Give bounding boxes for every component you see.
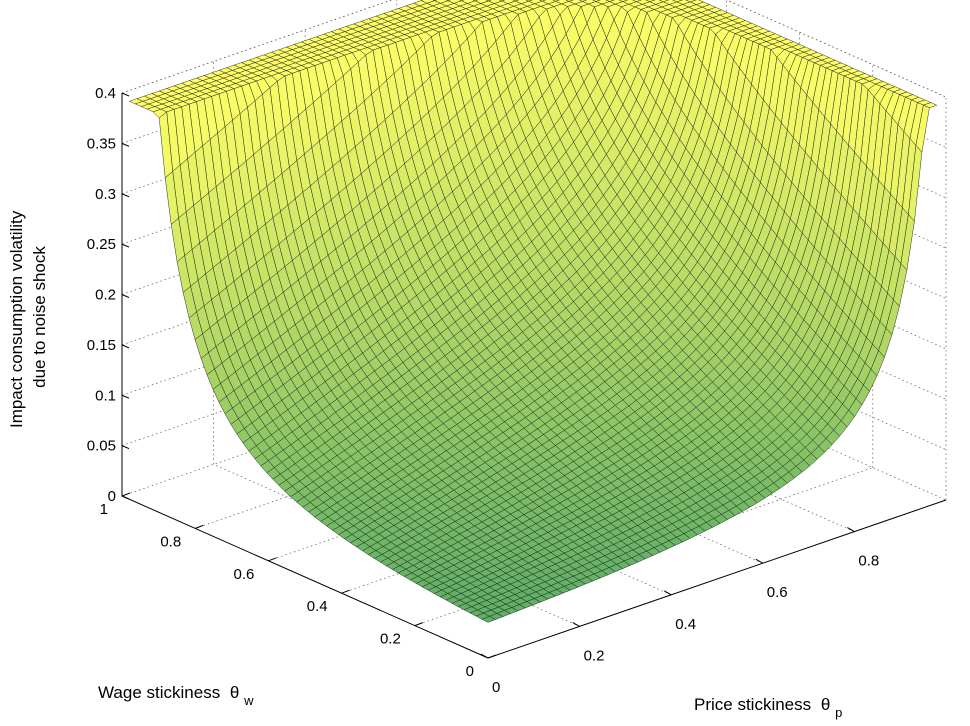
x-axis-label-symbol: θ (821, 695, 830, 714)
z-tick-mark (121, 445, 130, 450)
x-tick-mark (572, 621, 580, 627)
z-tick-mark (121, 92, 130, 97)
y-tick-label: 0.4 (307, 598, 328, 615)
z-axis-label-line1: Impact consumption volatility (7, 210, 26, 428)
z-tick-label: 0.05 (87, 438, 116, 455)
y-tick-label: 0 (466, 663, 474, 680)
z-tick-label: 0.25 (87, 236, 116, 253)
surface-cell (632, 0, 642, 2)
z-tick-label: 0 (108, 488, 116, 505)
x-tick-label: 0.2 (584, 647, 605, 664)
x-axis-label-text: Price stickiness (694, 695, 811, 714)
y-axis-label-text: Wage stickiness (98, 683, 220, 702)
y-axis-label-subscript: w (243, 693, 254, 708)
z-tick-label: 0.1 (95, 387, 116, 404)
x-axis-label: Price stickiness θ p (694, 695, 842, 720)
x-tick-label: 0 (492, 679, 500, 696)
axis-ticks: 0 0.05 0.1 0.15 0.2 0.25 0.3 0.35 0.4 0 0.2 0.4 0.6 0… (87, 85, 879, 696)
z-tick-label: 0.4 (95, 85, 116, 102)
y-tick-mark (195, 524, 204, 529)
z-tick-mark (121, 344, 130, 349)
surface-cell (592, 0, 602, 2)
z-tick-label: 0.35 (87, 135, 116, 152)
x-tick-label: 0.8 (858, 553, 879, 570)
y-tick-mark (341, 589, 350, 594)
z-tick-mark (121, 193, 130, 198)
x-tick-mark (480, 653, 489, 659)
y-tick-mark (414, 622, 423, 627)
x-tick-label: 0.4 (675, 616, 696, 633)
y-tick-mark (268, 557, 277, 562)
z-tick-label: 0.3 (95, 186, 116, 203)
y-axis-label-symbol: θ (230, 683, 239, 702)
z-tick-label: 0.2 (95, 287, 116, 304)
z-tick-mark (121, 142, 130, 147)
y-tick-label: 0.6 (234, 566, 255, 583)
x-tick-label: 0.6 (767, 584, 788, 601)
x-axis-line (487, 499, 947, 659)
z-tick-mark (121, 294, 130, 298)
z-axis-label-line2: due to noise shock (30, 246, 49, 388)
surface-cell (565, 0, 574, 2)
floor-gridline-x (213, 464, 580, 627)
z-tick-mark (121, 495, 130, 500)
x-tick-mark (847, 527, 855, 533)
surface-cell (481, 616, 497, 623)
z-tick-mark (121, 394, 130, 399)
surface-cell (578, 0, 588, 2)
y-axis-line (121, 495, 489, 659)
z-tick-mark (121, 243, 130, 248)
z-axis-label: Impact consumption volatility due to noi… (7, 206, 49, 428)
y-tick-label: 0.8 (160, 533, 181, 550)
y-tick-label: 1 (100, 501, 108, 518)
surface-cell (618, 0, 629, 2)
x-tick-mark (755, 558, 764, 564)
x-axis-label-subscript: p (835, 705, 842, 720)
surface-cell (538, 0, 547, 2)
y-axis-label: Wage stickiness θ w (98, 683, 254, 708)
surface-cell (552, 0, 561, 2)
z-tick-label: 0.15 (87, 337, 116, 354)
surface-mesh (128, 0, 938, 623)
x-tick-mark (663, 590, 672, 596)
y-tick-mark (121, 492, 131, 497)
y-tick-mark (487, 654, 497, 659)
surface-cell (605, 0, 615, 2)
y-tick-label: 0.2 (380, 631, 401, 648)
